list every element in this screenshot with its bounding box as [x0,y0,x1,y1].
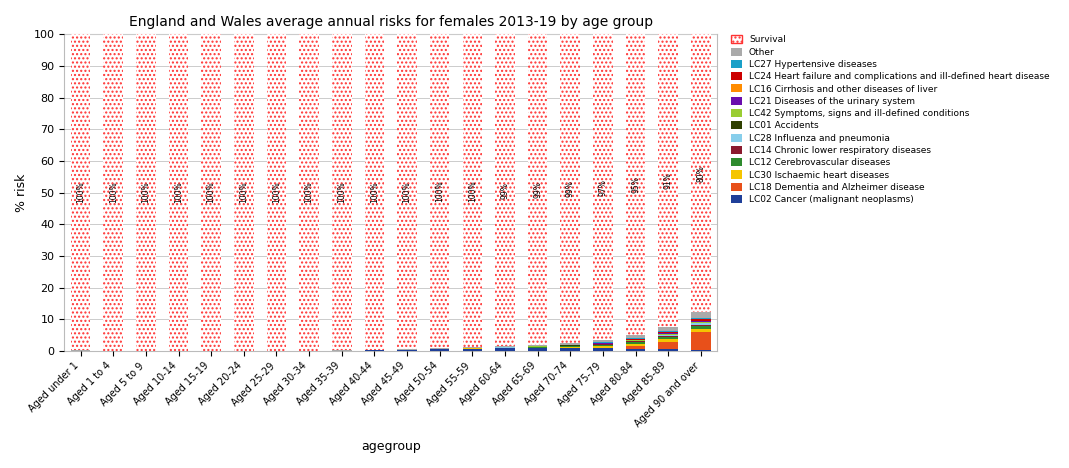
Text: 100%: 100% [403,181,412,203]
Bar [528,348,547,351]
Bar [430,34,449,348]
Bar [593,348,613,349]
Bar [169,34,188,351]
Bar [332,34,352,351]
Bar [593,349,613,351]
Bar [463,349,482,351]
Text: 91%: 91% [664,172,672,189]
Bar [659,337,678,339]
Text: 99%: 99% [566,180,575,197]
Bar [691,329,711,331]
Text: 99%: 99% [500,182,510,198]
Bar [560,34,580,343]
Bar [659,332,678,333]
Bar [560,343,580,344]
Bar [691,331,711,350]
Bar [659,336,678,337]
Bar [691,321,711,322]
Text: 95%: 95% [631,176,640,193]
Text: 100%: 100% [76,181,86,203]
Bar [691,326,711,329]
Bar [659,333,678,334]
Text: 100%: 100% [272,182,281,203]
Bar [528,345,547,346]
Bar [691,318,711,319]
Bar [659,331,678,332]
Bar [659,342,678,350]
Bar [398,350,417,351]
Bar [136,34,156,351]
Bar [593,340,613,343]
Bar [495,348,515,351]
Text: 100%: 100% [468,180,477,202]
Bar [365,350,384,351]
Bar [398,34,417,349]
Bar [463,34,482,347]
Bar [659,350,678,351]
Text: 100%: 100% [337,182,346,203]
Text: 80%: 80% [696,165,706,182]
Text: 100%: 100% [370,181,378,203]
Text: 97%: 97% [599,179,607,196]
Bar [71,34,91,350]
Text: 100%: 100% [239,182,248,203]
Bar [593,34,613,340]
Text: 100%: 100% [141,182,151,204]
Bar [495,34,515,346]
Bar [691,34,711,312]
Bar [691,350,711,351]
Text: 100%: 100% [435,181,444,202]
Bar [659,327,678,331]
Text: 100%: 100% [174,182,183,204]
Bar [625,335,646,338]
Text: 100%: 100% [109,182,118,203]
Bar [691,325,711,326]
Bar [365,34,384,350]
Text: 99%: 99% [533,181,542,198]
Bar [691,319,711,321]
Bar [625,346,646,349]
Bar [659,34,678,327]
Bar [593,346,613,348]
Bar [593,345,613,346]
Bar [266,34,286,351]
Bar [560,347,580,348]
Legend: Survival, Other, LC27 Hypertensive diseases, LC24 Heart failure and complication: Survival, Other, LC27 Hypertensive disea… [728,32,1052,207]
Text: 100%: 100% [206,182,216,204]
Bar [234,34,253,351]
Bar [659,335,678,336]
X-axis label: agegroup: agegroup [361,440,420,453]
Bar [463,347,482,348]
Bar [495,346,515,347]
Text: 100%: 100% [305,182,313,203]
Title: England and Wales average annual risks for females 2013-19 by age group: England and Wales average annual risks f… [128,15,653,29]
Bar [560,346,580,347]
Bar [625,338,646,339]
Bar [691,323,711,325]
Bar [659,334,678,335]
Bar [625,339,646,340]
Bar [560,348,580,351]
Bar [625,342,646,344]
Bar [71,350,91,351]
Bar [691,312,711,318]
Bar [593,344,613,345]
Bar [430,349,449,351]
Bar [528,34,547,345]
Bar [691,322,711,323]
Bar [625,341,646,342]
Bar [104,34,123,351]
Bar [625,349,646,351]
Bar [201,34,221,351]
Bar [625,344,646,346]
Bar [430,348,449,349]
Y-axis label: % risk: % risk [15,174,28,212]
Bar [299,34,319,351]
Bar [625,34,646,335]
Bar [659,339,678,342]
